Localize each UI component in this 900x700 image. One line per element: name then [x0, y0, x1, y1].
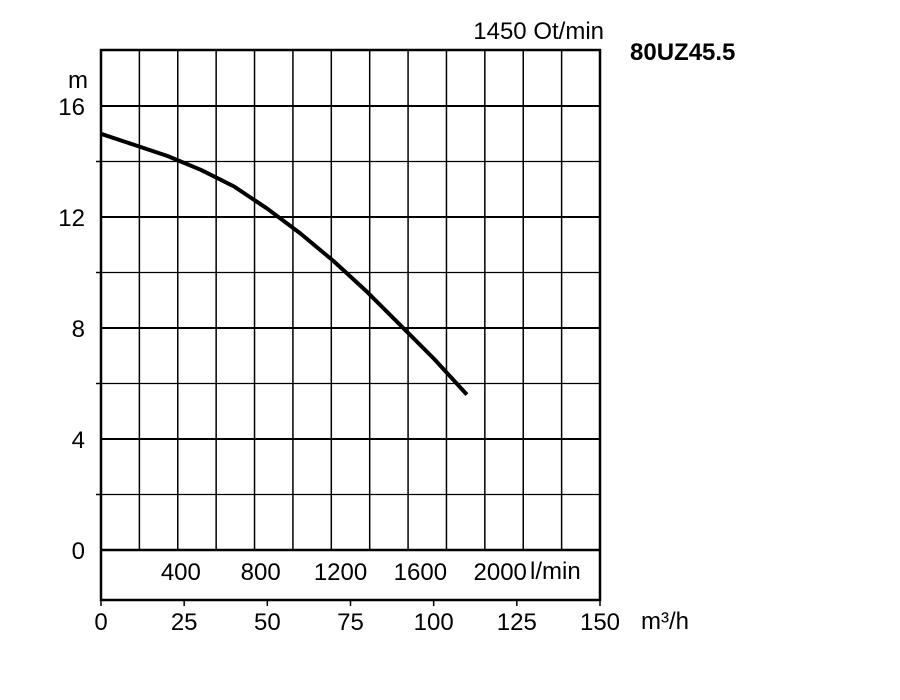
flow-lpm-unit: l/min	[530, 558, 581, 585]
y-tick-label: 8	[72, 316, 85, 343]
y-tick-label: 0	[72, 538, 85, 565]
plot-frame	[96, 48, 602, 606]
flow-m3h-unit: m³/h	[641, 608, 689, 635]
flow-m3h-tick-label: 50	[254, 609, 281, 636]
y-tick-label: 12	[58, 205, 85, 232]
flow-m3h-tick-label: 125	[497, 609, 537, 636]
curve-layer	[100, 131, 469, 396]
flow-m3h-tick-label: 150	[580, 609, 620, 636]
head-curve	[100, 131, 469, 396]
y-tick-label: 4	[72, 427, 85, 454]
flow-m3h-tick-labels: 0 25 50 75 100 125 150	[94, 609, 620, 636]
flow-m3h-tick-label: 25	[171, 609, 198, 636]
flow-lpm-tick-label: 400	[161, 559, 201, 586]
y-tick-labels: 0 4 8 12 16	[58, 94, 85, 565]
flow-lpm-tick-label: 1600	[394, 559, 447, 586]
flow-lpm-tick-labels: 400 800 1200 1600 2000	[161, 559, 527, 586]
y-tick-label: 16	[58, 94, 85, 121]
model-title: 80UZ45.5	[630, 39, 735, 66]
axis-labels: 1450 Ot/min 80UZ45.5 m l/min m³/h	[68, 18, 735, 635]
flow-lpm-tick-label: 800	[241, 559, 281, 586]
y-unit-label: m	[68, 67, 88, 94]
flow-m3h-tick-label: 0	[94, 609, 107, 636]
speed-label: 1450 Ot/min	[473, 18, 604, 45]
flow-m3h-tick-label: 75	[337, 609, 364, 636]
grid-lines	[101, 50, 600, 550]
flow-m3h-tick-label: 100	[414, 609, 454, 636]
plot-border	[99, 48, 602, 602]
flow-lpm-tick-label: 1200	[314, 559, 367, 586]
flow-lpm-tick-label: 2000	[474, 559, 527, 586]
